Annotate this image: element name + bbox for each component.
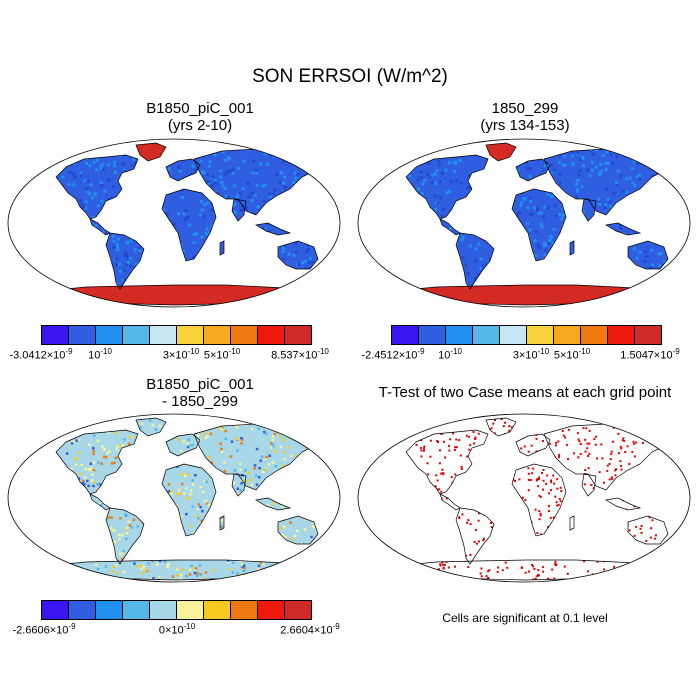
colorbar-swatch <box>69 326 96 344</box>
colorbar-swatch <box>96 326 123 344</box>
colorbar-tick-label: 2.6604×10-9 <box>280 622 340 637</box>
colorbar-swatch <box>554 326 581 344</box>
colorbar-swatch <box>635 326 661 344</box>
colorbar-swatch <box>608 326 635 344</box>
colorbar-swatch <box>69 601 96 619</box>
colorbar-swatch <box>42 326 69 344</box>
colorbar-swatch <box>258 601 285 619</box>
colorbar-swatch <box>231 601 258 619</box>
colorbar-swatch <box>177 326 204 344</box>
colorbar-tick-label: 5×10-10 <box>203 347 241 362</box>
colorbar-swatch <box>392 326 419 344</box>
colorbar-tick-label: 10-10 <box>438 347 462 362</box>
colorbar-tick-label: 5×10-10 <box>553 347 591 362</box>
colorbar-swatch <box>204 326 231 344</box>
colorbar-swatch <box>42 601 69 619</box>
panel-title-line1: 1850_299 <box>491 100 559 117</box>
colorbar-swatch <box>500 326 527 344</box>
panel-title-line1: B1850_piC_001 <box>146 100 254 117</box>
colorbar-tick-label: 1.5047×10-9 <box>620 347 680 362</box>
colorbar-swatch <box>581 326 608 344</box>
panel-title-line1: T-Test of two Case means at each grid po… <box>378 384 672 401</box>
colorbar-swatch <box>285 326 311 344</box>
colorbar-swatch <box>123 601 150 619</box>
colorbar-swatch <box>419 326 446 344</box>
colorbar-top-right <box>391 325 662 345</box>
map-top-right <box>357 138 691 308</box>
panel-title-bottom-right: T-Test of two Case means at each grid po… <box>350 384 700 401</box>
colorbar-tick-label: -2.6606×10-9 <box>12 622 76 637</box>
colorbar-top-left <box>41 325 312 345</box>
colorbar-swatch <box>258 326 285 344</box>
panel-title-line2: (yrs 2-10) <box>167 117 233 134</box>
colorbar-bottom-left <box>41 600 312 620</box>
panel-title-top-right: 1850_299 (yrs 134-153) <box>385 100 665 134</box>
map-bottom-left <box>7 413 341 583</box>
colorbar-tick-label: -2.4512×10-9 <box>361 347 425 362</box>
panel-title-top-left: B1850_piC_001 (yrs 2-10) <box>60 100 340 134</box>
map-top-left <box>7 138 341 308</box>
colorbar-tick-label: 3×10-10 <box>162 347 200 362</box>
colorbar-swatch <box>473 326 500 344</box>
colorbar-swatch <box>285 601 311 619</box>
main-title: SON ERRSOI (W/m^2) <box>252 66 448 87</box>
panel-title-line2: - 1850_299 <box>162 393 238 410</box>
colorbar-tick-label: 10-10 <box>88 347 112 362</box>
colorbar-tick-label: 3×10-10 <box>512 347 550 362</box>
colorbar-swatch <box>123 326 150 344</box>
colorbar-swatch <box>177 601 204 619</box>
panel-title-line2: (yrs 134-153) <box>480 117 570 134</box>
colorbar-swatch <box>231 326 258 344</box>
panel-title-bottom-left: B1850_piC_001 - 1850_299 <box>60 376 340 410</box>
colorbar-swatch <box>96 601 123 619</box>
colorbar-swatch <box>527 326 554 344</box>
colorbar-swatch <box>446 326 473 344</box>
panel-title-line1: B1850_piC_001 <box>146 376 254 393</box>
significance-note: Cells are significant at 0.1 level <box>442 611 608 625</box>
map-bottom-right <box>357 413 691 583</box>
colorbar-swatch <box>150 601 177 619</box>
colorbar-swatch <box>150 326 177 344</box>
colorbar-tick-label: -3.0412×10-9 <box>9 347 73 362</box>
colorbar-swatch <box>204 601 231 619</box>
colorbar-tick-label: 0×10-10 <box>158 622 196 637</box>
colorbar-tick-label: 8.537×10-10 <box>271 347 329 362</box>
